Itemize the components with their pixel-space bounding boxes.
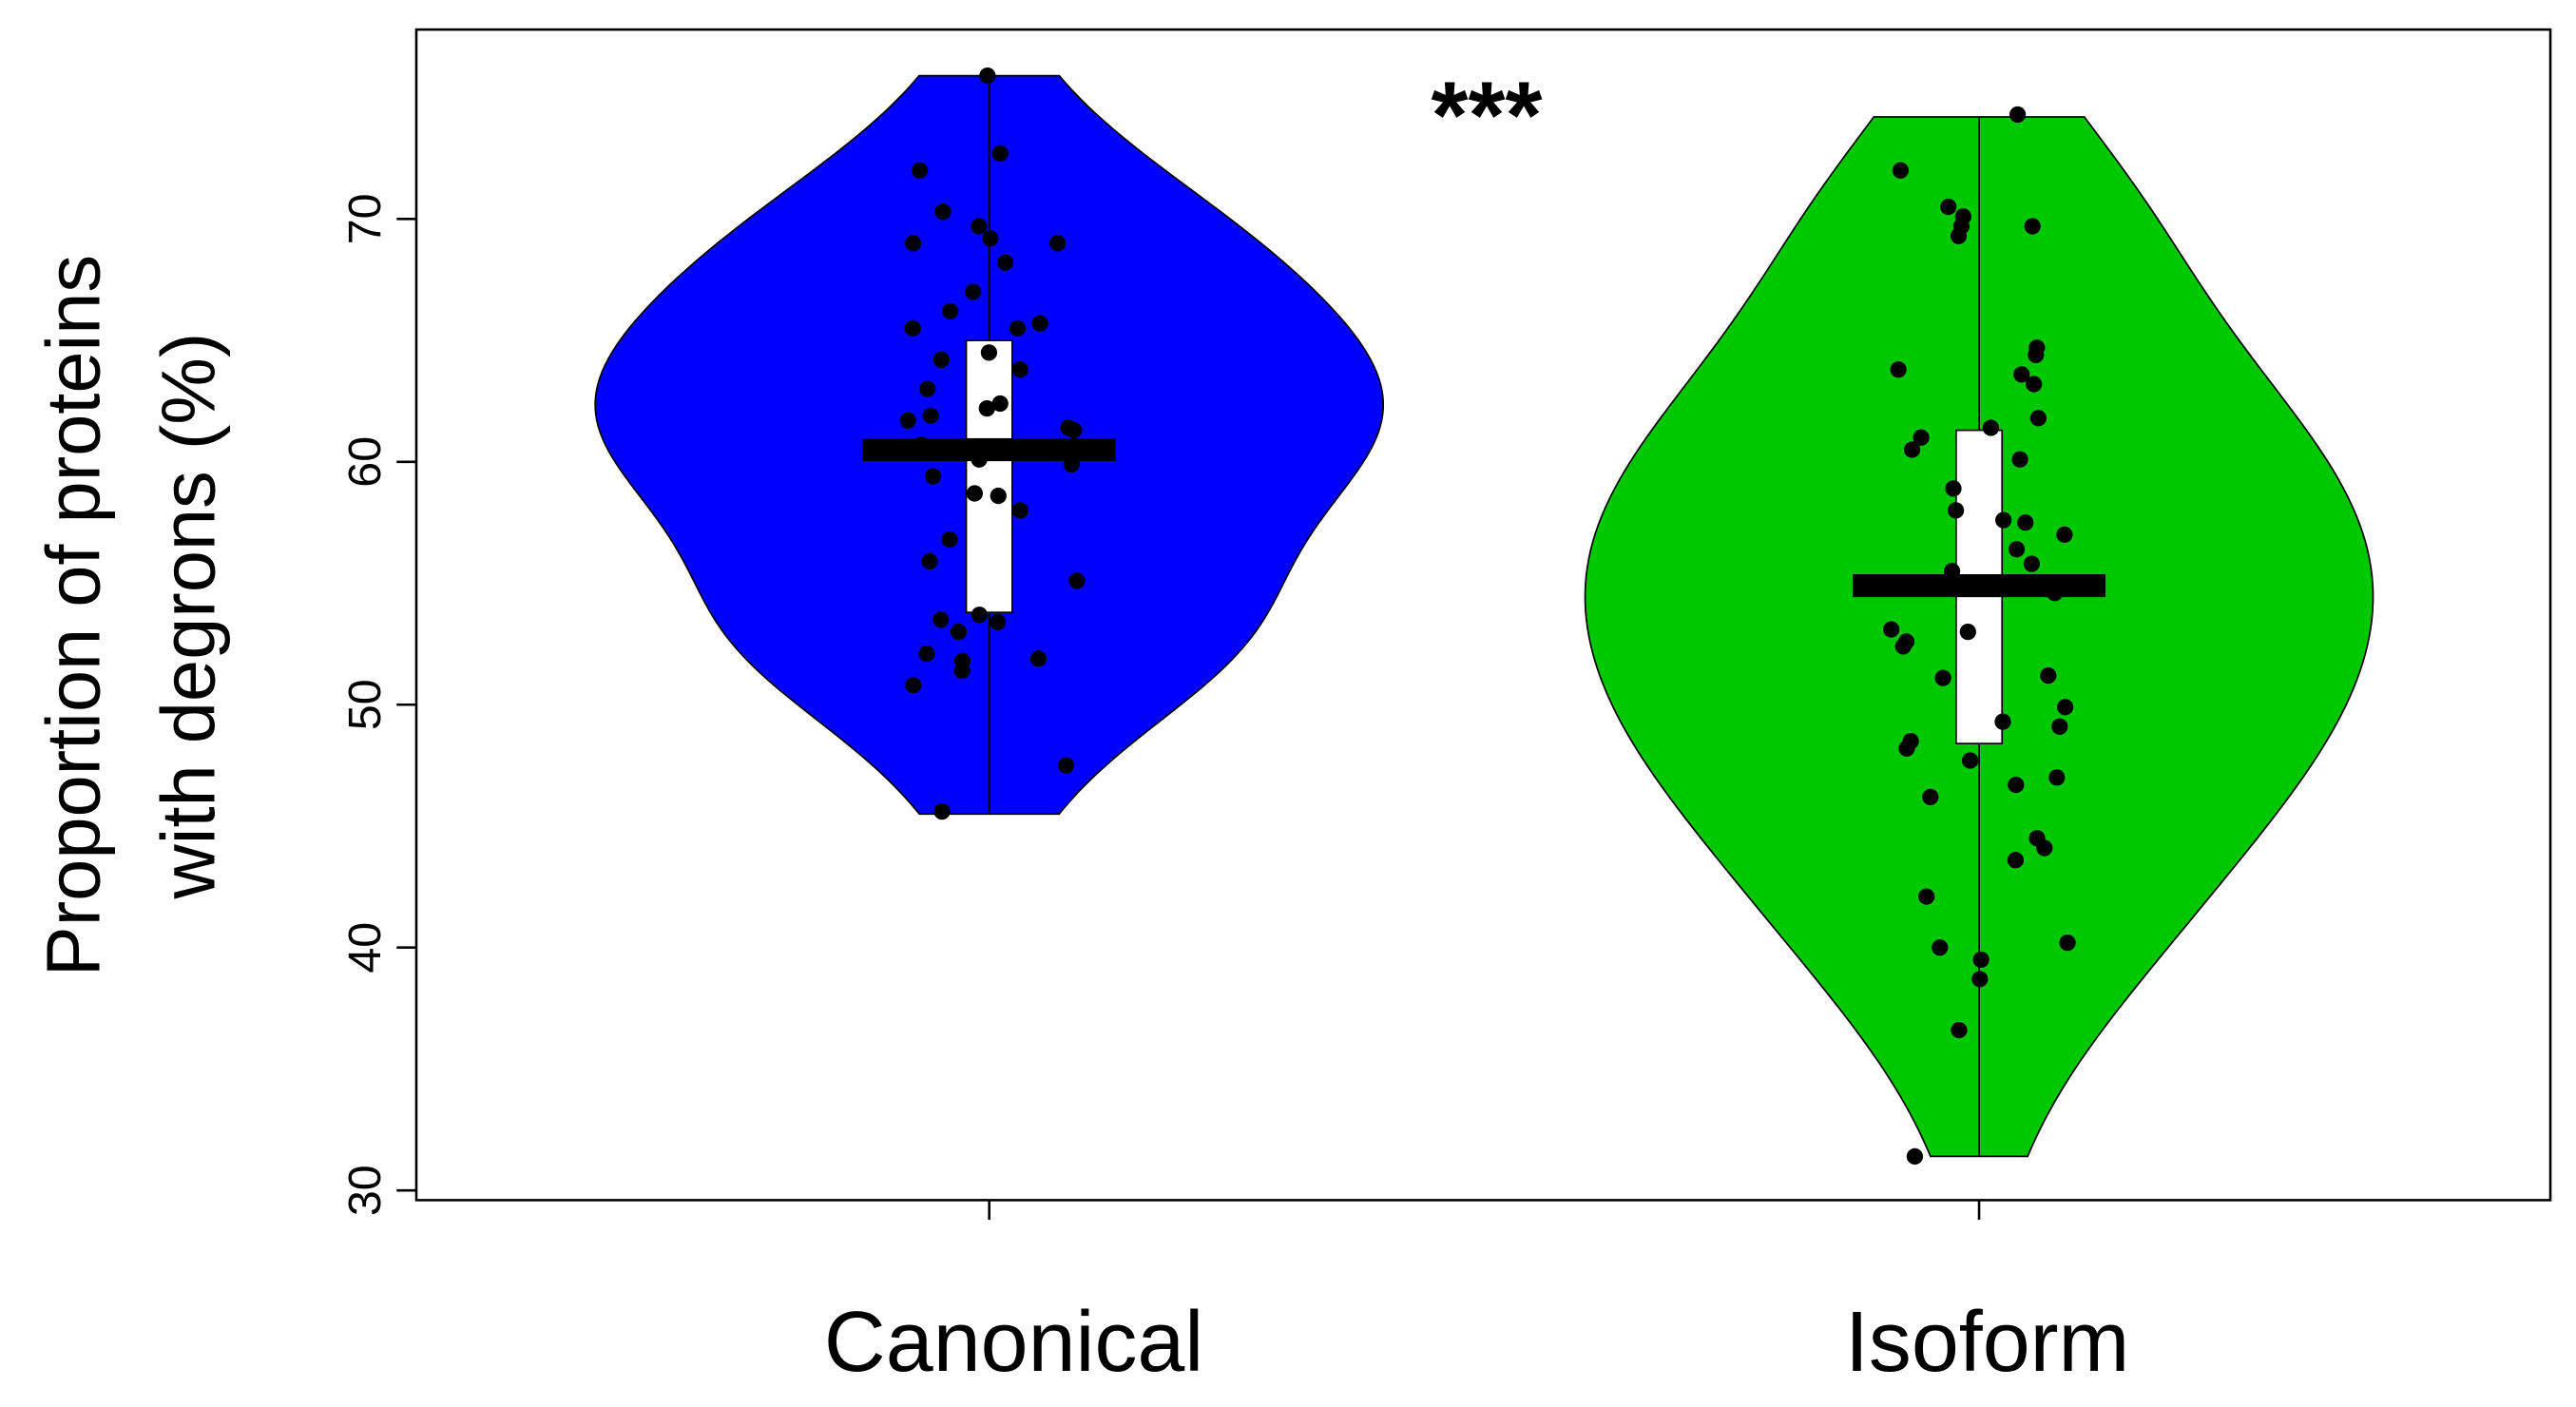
data-point xyxy=(905,235,922,252)
data-point xyxy=(912,162,929,179)
data-point xyxy=(1906,1147,1924,1166)
data-point xyxy=(1995,511,2012,529)
data-point xyxy=(982,230,999,247)
x-tick-label: Canonical xyxy=(824,1295,1203,1390)
data-point xyxy=(1913,429,1930,446)
data-point xyxy=(922,407,939,424)
y-tick-label: 30 xyxy=(339,1165,391,1216)
data-point xyxy=(2023,555,2041,572)
data-point xyxy=(2013,366,2030,383)
data-point xyxy=(925,468,942,485)
data-point xyxy=(932,611,950,628)
data-point xyxy=(934,203,952,221)
data-point xyxy=(978,399,995,417)
data-point xyxy=(905,677,922,694)
data-point xyxy=(953,662,971,680)
x-tick-label: Isoform xyxy=(1845,1295,2129,1390)
data-point xyxy=(989,613,1007,631)
data-point xyxy=(2048,769,2066,786)
data-point xyxy=(921,552,938,570)
data-point xyxy=(2040,666,2057,684)
y-axis-label: with degrons (%) xyxy=(146,333,231,900)
data-point xyxy=(1898,740,1915,757)
data-point xyxy=(2008,776,2025,794)
data-point xyxy=(1066,421,1083,439)
data-point xyxy=(933,803,951,820)
data-point xyxy=(932,351,951,369)
data-point xyxy=(980,344,998,361)
data-point xyxy=(2056,699,2074,716)
data-point xyxy=(2026,376,2043,393)
data-point xyxy=(1058,757,1075,774)
data-point xyxy=(2017,514,2034,531)
data-point xyxy=(1950,227,1968,244)
data-point xyxy=(2007,852,2025,869)
data-point xyxy=(1903,441,1921,458)
data-point xyxy=(941,530,958,549)
data-point xyxy=(1945,480,1962,497)
data-point xyxy=(1971,971,1989,988)
data-point xyxy=(1961,752,1979,769)
box xyxy=(965,339,1013,614)
median-bar xyxy=(1853,574,2106,598)
annotation: *** xyxy=(1431,62,1542,168)
data-point xyxy=(1068,572,1086,589)
data-point xyxy=(1049,235,1067,252)
data-point xyxy=(979,67,996,85)
median-bar xyxy=(862,437,1116,462)
data-point xyxy=(1922,788,1939,805)
data-point xyxy=(2056,526,2073,544)
data-point xyxy=(1011,361,1028,378)
data-point xyxy=(2036,839,2053,857)
data-point xyxy=(1940,198,1957,216)
data-point xyxy=(1883,621,1900,638)
data-point xyxy=(1894,638,1912,655)
data-point xyxy=(1892,162,1910,179)
data-point xyxy=(1951,1021,1968,1039)
data-point xyxy=(1982,419,2000,436)
data-point xyxy=(1934,669,1951,686)
data-point xyxy=(1031,315,1048,332)
data-point xyxy=(991,395,1009,413)
data-point xyxy=(2059,934,2076,952)
y-tick-label: 50 xyxy=(339,679,391,730)
data-point xyxy=(1959,623,1976,641)
data-point xyxy=(950,623,968,641)
data-point xyxy=(1009,319,1027,337)
data-point xyxy=(997,254,1014,271)
y-axis-label: Proportion of proteins xyxy=(31,255,116,976)
data-point xyxy=(1947,502,1965,519)
data-point xyxy=(1918,888,1935,905)
data-point xyxy=(1994,713,2011,730)
y-tick-label: 40 xyxy=(339,922,391,973)
data-point xyxy=(965,283,982,300)
data-point xyxy=(942,302,959,320)
data-point xyxy=(990,487,1007,505)
data-point xyxy=(1890,361,1907,378)
data-point xyxy=(2009,106,2027,124)
data-point xyxy=(904,319,921,337)
data-point xyxy=(2029,410,2047,427)
data-point xyxy=(918,645,935,663)
plot-frame xyxy=(414,28,2552,1202)
data-point xyxy=(2011,451,2028,468)
data-point xyxy=(2028,346,2045,364)
data-point xyxy=(899,412,916,430)
data-point xyxy=(1932,939,1949,956)
data-point xyxy=(2008,541,2026,558)
data-point xyxy=(971,218,988,235)
data-point xyxy=(1029,650,1048,667)
data-point xyxy=(2024,218,2041,235)
data-point xyxy=(919,380,936,397)
y-tick-label: 60 xyxy=(339,436,391,488)
y-tick-label: 70 xyxy=(339,193,391,244)
data-point xyxy=(971,607,989,624)
data-point xyxy=(1972,951,1990,969)
data-point xyxy=(991,145,1009,163)
data-point xyxy=(1011,502,1028,519)
data-point xyxy=(966,485,983,502)
data-point xyxy=(2051,718,2068,735)
